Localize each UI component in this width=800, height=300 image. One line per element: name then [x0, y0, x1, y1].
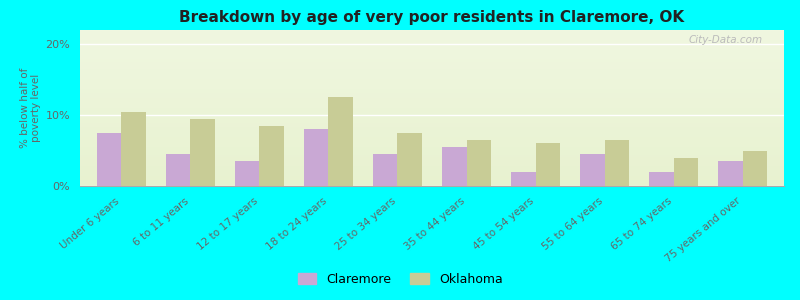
Bar	[98, 133, 122, 186]
Bar	[235, 161, 259, 186]
Bar	[580, 154, 605, 186]
Bar	[166, 154, 190, 186]
Bar	[398, 133, 422, 186]
Y-axis label: % below half of
poverty level: % below half of poverty level	[20, 68, 42, 148]
Text: City-Data.com: City-Data.com	[689, 35, 763, 45]
Bar	[605, 140, 629, 186]
Bar	[374, 154, 398, 186]
Bar	[190, 118, 214, 186]
Bar	[442, 147, 466, 186]
Bar	[535, 143, 560, 186]
Legend: Claremore, Oklahoma: Claremore, Oklahoma	[293, 268, 507, 291]
Title: Breakdown by age of very poor residents in Claremore, OK: Breakdown by age of very poor residents …	[179, 10, 685, 25]
Bar	[742, 151, 766, 186]
Bar	[650, 172, 674, 186]
Bar	[122, 112, 146, 186]
Bar	[259, 126, 284, 186]
Bar	[718, 161, 742, 186]
Bar	[511, 172, 535, 186]
Bar	[674, 158, 698, 186]
Bar	[304, 129, 329, 186]
Bar	[466, 140, 490, 186]
Bar	[329, 98, 353, 186]
